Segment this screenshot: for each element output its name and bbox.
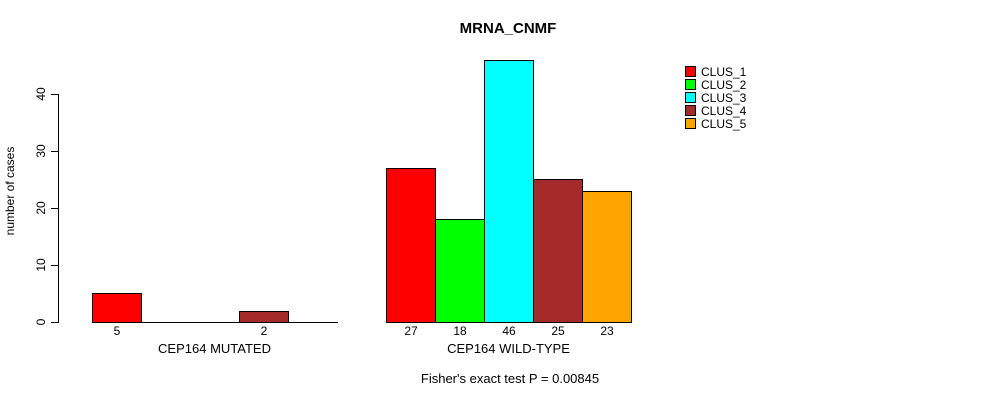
footnote: Fisher's exact test P = 0.00845 (420, 371, 600, 386)
legend-swatch (685, 66, 696, 77)
legend-swatch (685, 105, 696, 116)
bar-clus-3 (484, 60, 534, 323)
y-tick-label: 20 (34, 201, 48, 215)
y-tick-label: 40 (34, 87, 48, 101)
bar-value-label: 23 (600, 324, 614, 338)
legend-item-label: CLUS_3 (701, 91, 747, 105)
bar-clus-2 (435, 219, 485, 323)
zero-bar-clus-3 (190, 322, 240, 323)
legend-swatch (685, 92, 696, 103)
y-tick (51, 265, 58, 266)
bar-value-label: 27 (404, 324, 418, 338)
zero-bar-clus-5 (288, 322, 338, 323)
group-label: CEP164 MUTATED (158, 341, 271, 356)
legend-item-label: CLUS_4 (701, 104, 747, 118)
bar-clus-1 (386, 168, 436, 323)
bar-clus-1 (92, 293, 142, 323)
bar-value-label: 5 (113, 324, 121, 338)
chart-title: MRNA_CNMF (459, 20, 557, 37)
zero-bar-clus-2 (141, 322, 191, 323)
y-axis-line (58, 94, 59, 323)
y-tick (51, 94, 58, 95)
bar-value-label: 2 (260, 324, 268, 338)
legend-swatch (685, 118, 696, 129)
legend-swatch (685, 79, 696, 90)
legend-item-label: CLUS_1 (701, 65, 747, 79)
bar-clus-5 (582, 191, 632, 323)
y-tick-label: 30 (34, 144, 48, 158)
y-tick (51, 208, 58, 209)
group-label: CEP164 WILD-TYPE (447, 341, 570, 356)
bar-clus-4 (239, 311, 289, 323)
bar-value-label: 46 (502, 324, 516, 338)
bar-clus-4 (533, 179, 583, 323)
y-tick (51, 322, 58, 323)
y-tick (51, 151, 58, 152)
legend-item-label: CLUS_5 (701, 117, 747, 131)
bar-value-label: 18 (453, 324, 467, 338)
y-axis-title: number of cases (3, 146, 17, 236)
y-tick-label: 10 (34, 258, 48, 272)
bar-value-label: 25 (551, 324, 565, 338)
y-tick-label: 0 (34, 318, 48, 326)
legend-item-label: CLUS_2 (701, 78, 747, 92)
